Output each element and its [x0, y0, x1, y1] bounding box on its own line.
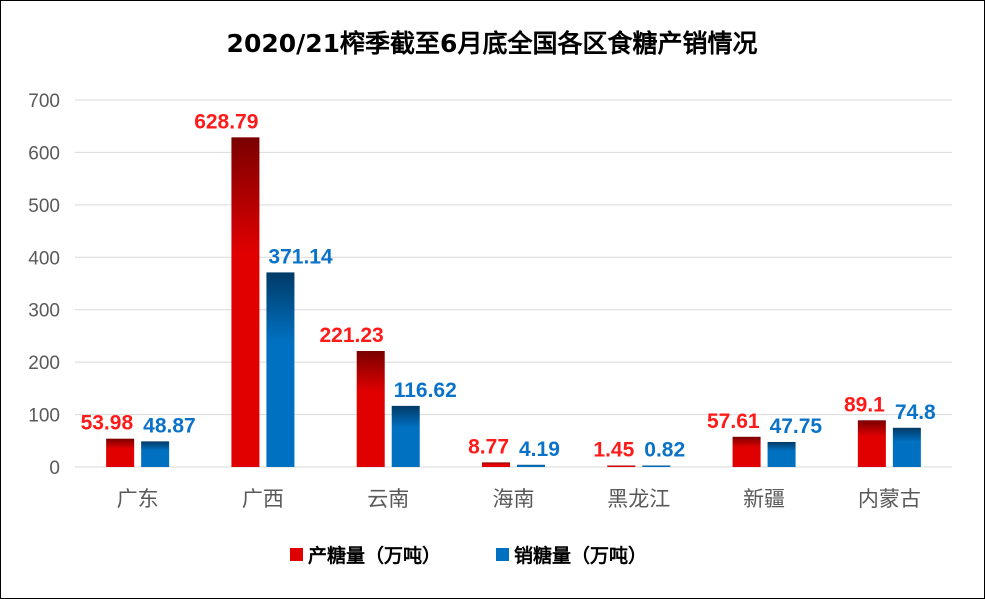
- data-label: 89.1: [844, 393, 885, 416]
- bar: [106, 438, 135, 467]
- data-label: 116.62: [394, 379, 457, 402]
- bar: [517, 464, 545, 467]
- data-label: 53.98: [81, 412, 134, 435]
- bar: [356, 351, 385, 467]
- data-label: 4.19: [519, 438, 560, 461]
- bar: [767, 441, 796, 467]
- y-tick-label: 400: [28, 248, 60, 269]
- data-label: 221.23: [319, 324, 383, 347]
- bar: [391, 405, 420, 467]
- data-label: 74.8: [895, 401, 936, 424]
- x-tick-label: 内蒙古: [858, 487, 921, 511]
- y-tick-label: 200: [28, 353, 60, 374]
- chart-title: 2020/21榨季截至6月底全国各区食糖产销情况: [227, 29, 758, 58]
- bar: [857, 420, 886, 467]
- data-label: 1.45: [593, 439, 634, 462]
- y-tick-label: 300: [28, 301, 60, 322]
- x-tick-label: 黑龙江: [607, 487, 670, 511]
- bar: [231, 137, 260, 467]
- x-tick-label: 广东: [117, 487, 159, 511]
- data-label: 57.61: [707, 410, 760, 433]
- bar: [892, 427, 921, 467]
- legend-label: 销糖量（万吨）: [514, 544, 647, 567]
- y-tick-label: 500: [28, 196, 60, 217]
- x-tick-label: 云南: [367, 487, 409, 511]
- data-label: 371.14: [268, 245, 333, 268]
- bar: [732, 436, 761, 467]
- data-label: 8.77: [468, 435, 509, 458]
- legend-label: 产糖量（万吨）: [308, 544, 441, 567]
- legend-swatch: [496, 548, 509, 561]
- y-tick-label: 600: [28, 143, 60, 164]
- bar: [482, 462, 510, 467]
- y-tick-label: 700: [28, 91, 60, 112]
- bar: [607, 465, 636, 467]
- x-tick-label: 新疆: [743, 487, 785, 511]
- bar: [266, 272, 295, 467]
- y-tick-label: 0: [49, 458, 60, 479]
- data-label: 628.79: [194, 110, 258, 133]
- y-tick-label: 100: [28, 406, 60, 427]
- x-tick-label: 海南: [493, 487, 535, 511]
- x-tick-label: 广西: [242, 487, 284, 511]
- bar: [141, 441, 170, 467]
- bar: [642, 465, 671, 467]
- data-label: 48.87: [143, 414, 196, 437]
- legend-swatch: [290, 548, 303, 561]
- data-label: 0.82: [644, 439, 685, 462]
- data-label: 47.75: [770, 415, 823, 438]
